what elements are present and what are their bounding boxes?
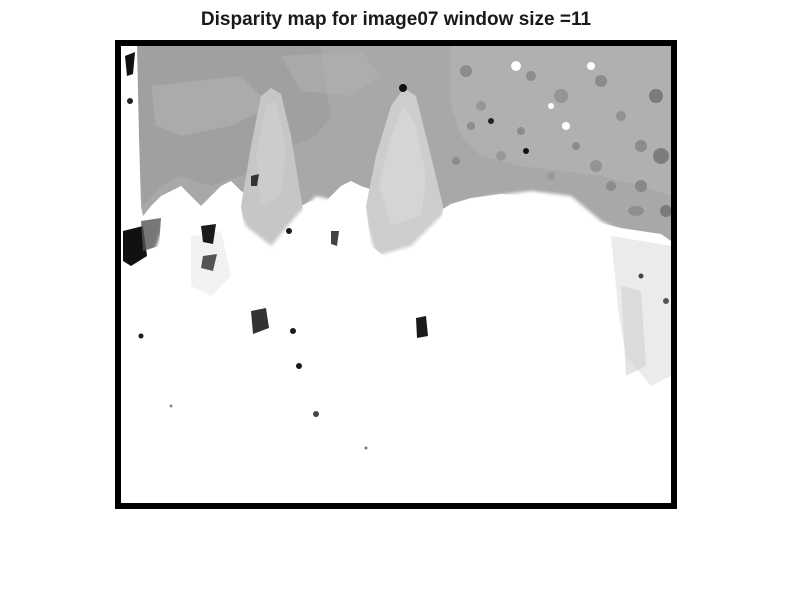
disparity-map-render — [121, 46, 671, 503]
background-speckles — [399, 61, 671, 217]
occlusion-holes — [138, 174, 669, 450]
left-edge-noise — [121, 46, 161, 266]
middle-objects — [241, 88, 443, 261]
figure-title: Disparity map for image07 window size =1… — [200, 9, 592, 30]
disparity-map-image — [115, 40, 677, 509]
